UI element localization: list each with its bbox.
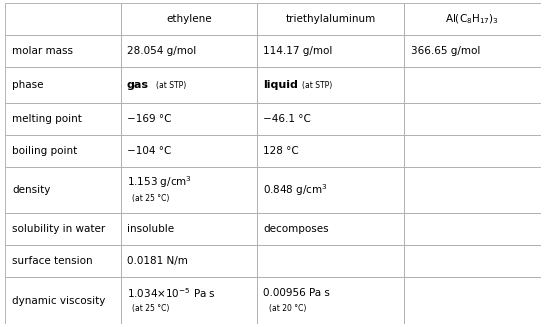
- Text: Al(C$_8$H$_{17}$)$_3$: Al(C$_8$H$_{17}$)$_3$: [446, 12, 499, 26]
- Text: 1.034$\times$10$^{-5}$ Pa s: 1.034$\times$10$^{-5}$ Pa s: [127, 286, 216, 300]
- Bar: [257, 35, 404, 67]
- Text: 28.054 g/mol: 28.054 g/mol: [127, 46, 196, 56]
- Bar: [404, 135, 541, 167]
- Text: boiling point: boiling point: [12, 146, 77, 156]
- Bar: [121, 167, 257, 214]
- Text: 1.153 g/cm$^3$: 1.153 g/cm$^3$: [127, 175, 192, 190]
- Bar: [5, 167, 121, 214]
- Bar: [121, 35, 257, 67]
- Text: liquid: liquid: [263, 80, 298, 90]
- Text: density: density: [12, 185, 50, 195]
- Bar: [5, 103, 121, 135]
- Bar: [121, 135, 257, 167]
- Bar: [257, 3, 404, 35]
- Bar: [257, 277, 404, 324]
- Bar: [121, 67, 257, 103]
- Bar: [121, 103, 257, 135]
- Bar: [404, 103, 541, 135]
- Text: 0.0181 N/m: 0.0181 N/m: [127, 256, 188, 267]
- Text: 128 °C: 128 °C: [263, 146, 299, 156]
- Bar: [121, 246, 257, 277]
- Bar: [257, 135, 404, 167]
- Bar: [257, 214, 404, 246]
- Bar: [404, 3, 541, 35]
- Bar: [404, 277, 541, 324]
- Bar: [404, 246, 541, 277]
- Text: (at STP): (at STP): [302, 81, 332, 90]
- Text: insoluble: insoluble: [127, 224, 174, 234]
- Text: decomposes: decomposes: [263, 224, 329, 234]
- Text: (at 20 °C): (at 20 °C): [269, 304, 306, 313]
- Bar: [121, 277, 257, 324]
- Bar: [5, 67, 121, 103]
- Text: dynamic viscosity: dynamic viscosity: [12, 296, 105, 305]
- Text: −104 °C: −104 °C: [127, 146, 171, 156]
- Bar: [404, 214, 541, 246]
- Text: 0.848 g/cm$^3$: 0.848 g/cm$^3$: [263, 182, 328, 198]
- Bar: [5, 135, 121, 167]
- Text: ethylene: ethylene: [166, 14, 211, 24]
- Bar: [5, 277, 121, 324]
- Text: triethylaluminum: triethylaluminum: [286, 14, 376, 24]
- Bar: [257, 167, 404, 214]
- Text: phase: phase: [12, 80, 43, 90]
- Bar: [404, 167, 541, 214]
- Text: surface tension: surface tension: [12, 256, 92, 267]
- Text: molar mass: molar mass: [12, 46, 73, 56]
- Text: melting point: melting point: [12, 114, 82, 124]
- Bar: [5, 3, 121, 35]
- Text: (at 25 °C): (at 25 °C): [132, 194, 170, 203]
- Bar: [5, 214, 121, 246]
- Bar: [257, 67, 404, 103]
- Text: 114.17 g/mol: 114.17 g/mol: [263, 46, 333, 56]
- Text: gas: gas: [127, 80, 149, 90]
- Bar: [404, 35, 541, 67]
- Bar: [121, 3, 257, 35]
- Bar: [404, 67, 541, 103]
- Bar: [257, 103, 404, 135]
- Text: solubility in water: solubility in water: [12, 224, 105, 234]
- Text: 366.65 g/mol: 366.65 g/mol: [411, 46, 480, 56]
- Bar: [5, 35, 121, 67]
- Bar: [121, 214, 257, 246]
- Text: (at STP): (at STP): [156, 81, 187, 90]
- Text: −169 °C: −169 °C: [127, 114, 171, 124]
- Text: (at 25 °C): (at 25 °C): [132, 304, 170, 313]
- Text: −46.1 °C: −46.1 °C: [263, 114, 311, 124]
- Bar: [257, 246, 404, 277]
- Bar: [5, 246, 121, 277]
- Text: 0.00956 Pa s: 0.00956 Pa s: [263, 288, 330, 298]
